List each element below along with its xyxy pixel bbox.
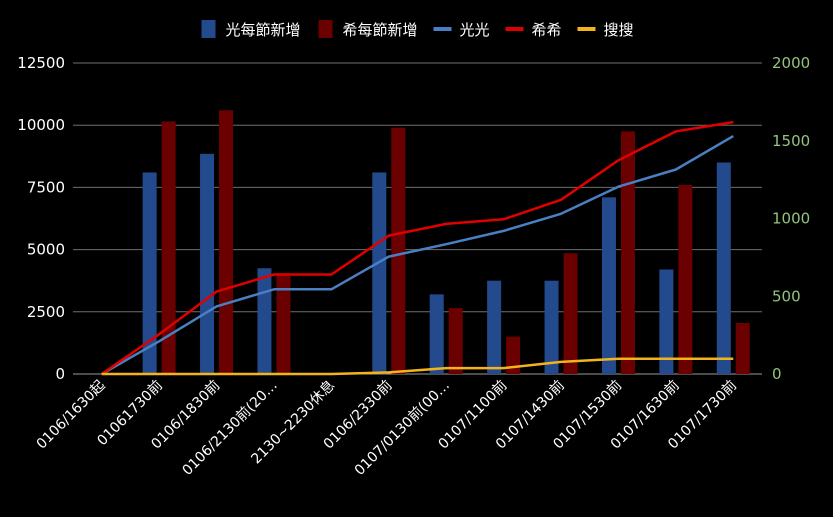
bar-series (142, 110, 750, 374)
bar-xi (161, 121, 176, 374)
bar-xi (735, 322, 750, 374)
legend-label: 希希 (532, 21, 562, 39)
legend-item[interactable]: 希希 (505, 21, 562, 39)
bar-guang (429, 294, 444, 374)
legend-swatch-bar (318, 20, 333, 38)
legend-item[interactable]: 希每節新增 (318, 20, 418, 39)
y-right-tick-label: 2000 (772, 54, 810, 72)
y-right-tick-label: 500 (772, 287, 801, 305)
y-right-tick-label: 1500 (772, 132, 810, 150)
legend-label: 光光 (460, 21, 490, 39)
bar-guang (601, 197, 616, 374)
bar-xi (219, 110, 234, 374)
y-left-tick-label: 10000 (17, 116, 65, 134)
legend-item[interactable]: 搜搜 (577, 21, 634, 39)
x-axis: 0106/1630起01061730前0106/1830前0106/2130前(… (34, 377, 741, 479)
legend-swatch-line (433, 27, 452, 31)
bar-guang (372, 172, 387, 374)
y-axis-left: 0 2500 5000 7500 10000 12500 (17, 54, 65, 383)
bar-guang (142, 172, 157, 374)
legend-label: 搜搜 (604, 21, 634, 39)
bar-guang (257, 268, 272, 374)
y-right-tick-label: 1000 (772, 210, 810, 228)
legend: 光每節新增 希每節新增 光光 希希 搜搜 (201, 20, 634, 39)
line-series (100, 120, 734, 376)
x-tick-label: 0107/0130前(00… (351, 377, 453, 479)
legend-label: 光每節新增 (226, 21, 301, 39)
y-right-tick-label: 0 (772, 365, 782, 383)
legend-label: 希每節新增 (343, 21, 418, 39)
legend-swatch-line (577, 27, 596, 31)
bar-guang (659, 269, 674, 374)
bar-xi (620, 131, 635, 374)
bar-guang (716, 162, 731, 374)
y-left-tick-label: 2500 (27, 303, 65, 321)
bar-xi (678, 184, 693, 374)
legend-swatch-line (505, 27, 524, 31)
y-left-tick-label: 7500 (27, 178, 65, 196)
legend-swatch-bar (201, 20, 216, 38)
bar-xi (448, 308, 463, 374)
line-series-2 (101, 357, 734, 376)
bar-guang (200, 153, 215, 374)
bar-guang (544, 280, 559, 374)
y-left-tick-label: 0 (55, 365, 65, 383)
y-left-tick-label: 5000 (27, 241, 65, 259)
legend-item[interactable]: 光光 (433, 21, 490, 39)
line-series-0 (101, 135, 734, 376)
bar-xi (391, 127, 406, 374)
bar-xi (506, 336, 521, 374)
y-left-tick-label: 12500 (17, 54, 65, 72)
x-tick-label: 0106/2130前(20… (179, 377, 281, 479)
legend-item[interactable]: 光每節新增 (201, 20, 301, 39)
bar-xi (276, 273, 291, 374)
grid (73, 62, 762, 375)
line-series-1 (100, 120, 734, 376)
bar-guang (487, 280, 502, 374)
y-axis-right: 0 500 1000 1500 2000 (772, 54, 810, 383)
bar-xi (563, 253, 578, 374)
